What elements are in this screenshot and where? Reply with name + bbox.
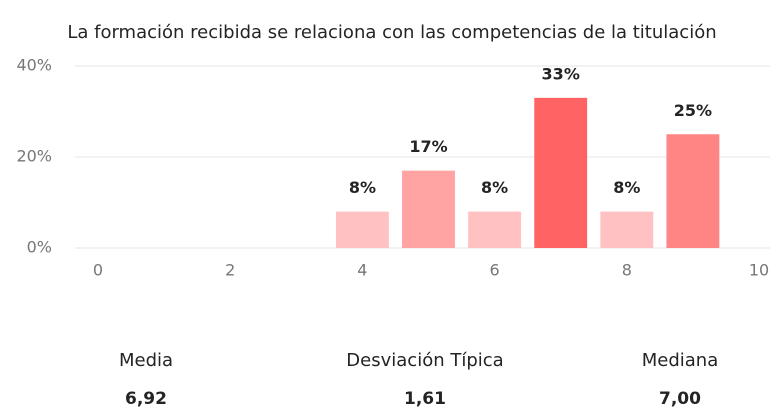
value-label: 8% <box>613 178 640 197</box>
stat-value: 1,61 <box>404 389 446 409</box>
y-tick-label: 20% <box>16 147 52 166</box>
x-tick-label: 4 <box>357 261 367 280</box>
value-label: 8% <box>349 178 376 197</box>
x-tick-label: 10 <box>749 261 769 280</box>
chart-title: La formación recibida se relaciona con l… <box>67 22 716 43</box>
stat-label: Media <box>119 350 173 371</box>
bar <box>468 211 522 248</box>
stat-value: 6,92 <box>125 389 167 409</box>
value-label: 33% <box>542 64 580 83</box>
bar <box>666 134 720 248</box>
bar <box>600 211 654 248</box>
stat-label: Desviación Típica <box>346 350 503 371</box>
y-tick-label: 0% <box>27 238 52 257</box>
value-label: 8% <box>481 178 508 197</box>
bar <box>335 211 389 248</box>
bar <box>534 97 588 248</box>
x-tick-label: 2 <box>225 261 235 280</box>
stat-label: Mediana <box>642 350 719 371</box>
x-tick-label: 0 <box>93 261 103 280</box>
x-tick-label: 6 <box>490 261 500 280</box>
value-label: 25% <box>674 101 712 120</box>
value-label: 17% <box>409 137 447 156</box>
stat-value: 7,00 <box>659 389 701 409</box>
x-tick-label: 8 <box>622 261 632 280</box>
bar <box>402 170 455 248</box>
y-tick-label: 40% <box>16 56 52 75</box>
